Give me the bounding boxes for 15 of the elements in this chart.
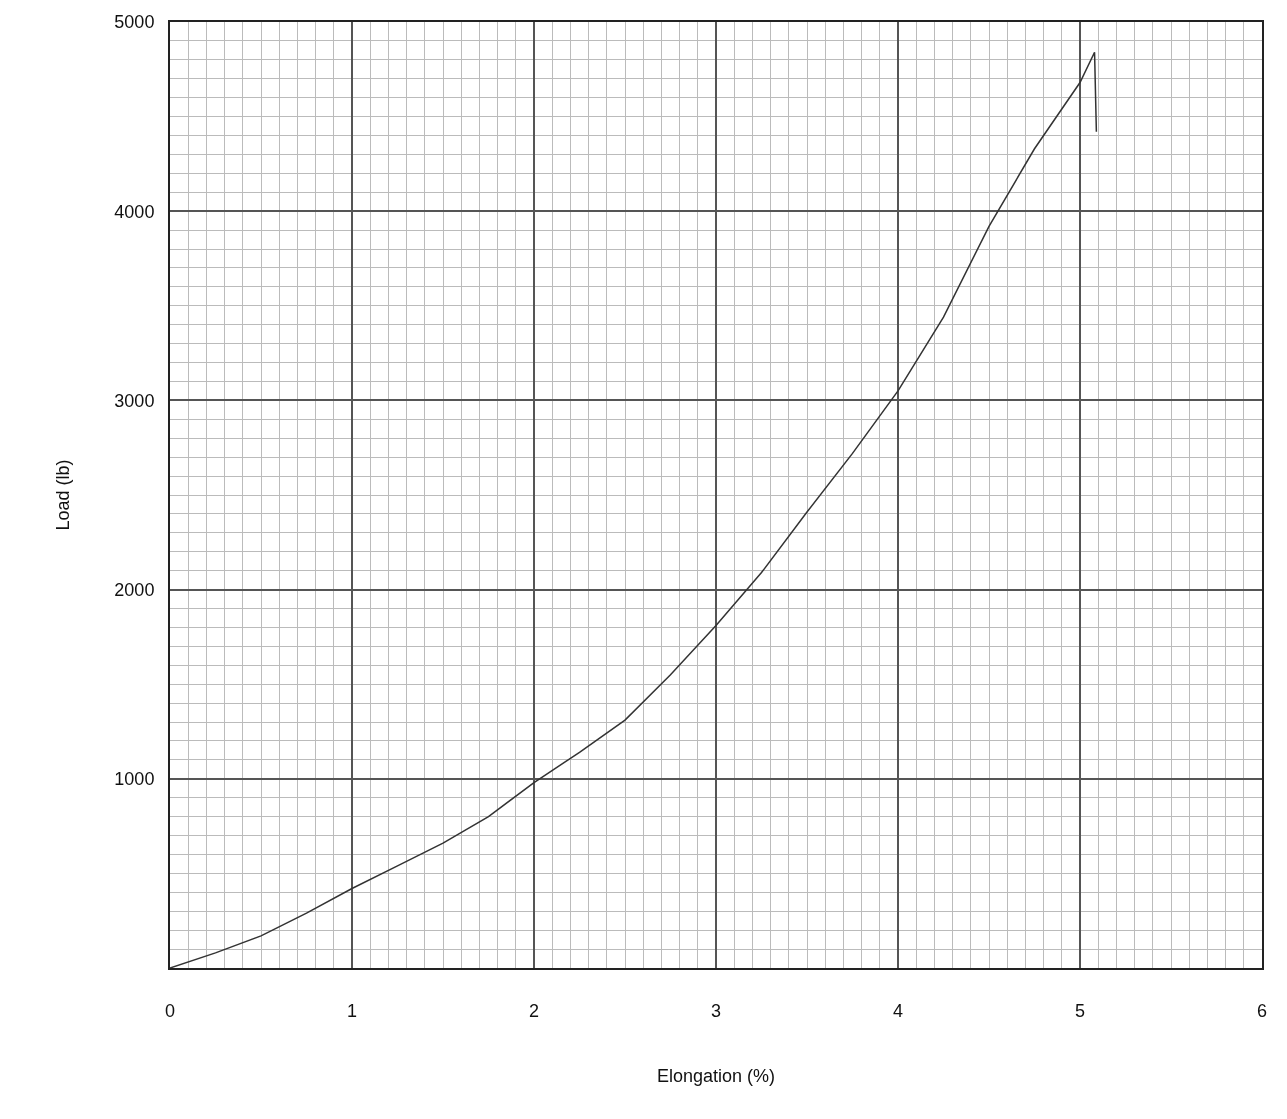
x-tick-label: 1 bbox=[346, 1000, 358, 1021]
y-axis-title: Load (lb) bbox=[53, 459, 74, 531]
x-axis-title: Elongation (%) bbox=[656, 1066, 776, 1087]
y-tick-label: 1000 bbox=[114, 769, 155, 790]
x-tick-label: 0 bbox=[164, 1000, 176, 1021]
y-tick-label: 4000 bbox=[114, 201, 155, 222]
line-series bbox=[170, 51, 1098, 968]
x-tick-label: 6 bbox=[1256, 1000, 1268, 1021]
x-tick-label: 5 bbox=[1074, 1000, 1086, 1021]
y-tick-label: 5000 bbox=[114, 12, 155, 33]
x-tick-label: 2 bbox=[528, 1000, 540, 1021]
x-tick-label: 4 bbox=[892, 1000, 904, 1021]
x-tick-label: 3 bbox=[710, 1000, 722, 1021]
y-tick-label: 3000 bbox=[114, 390, 155, 411]
y-tick-label: 2000 bbox=[114, 579, 155, 600]
